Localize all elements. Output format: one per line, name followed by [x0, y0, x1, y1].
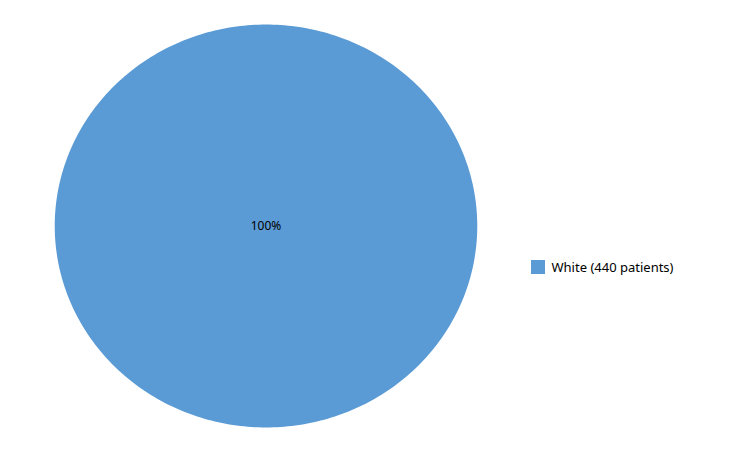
html-text:White (440 patients): White (440 patients)	[551, 258, 674, 277]
svg-text:100%: 100%	[251, 217, 282, 234]
